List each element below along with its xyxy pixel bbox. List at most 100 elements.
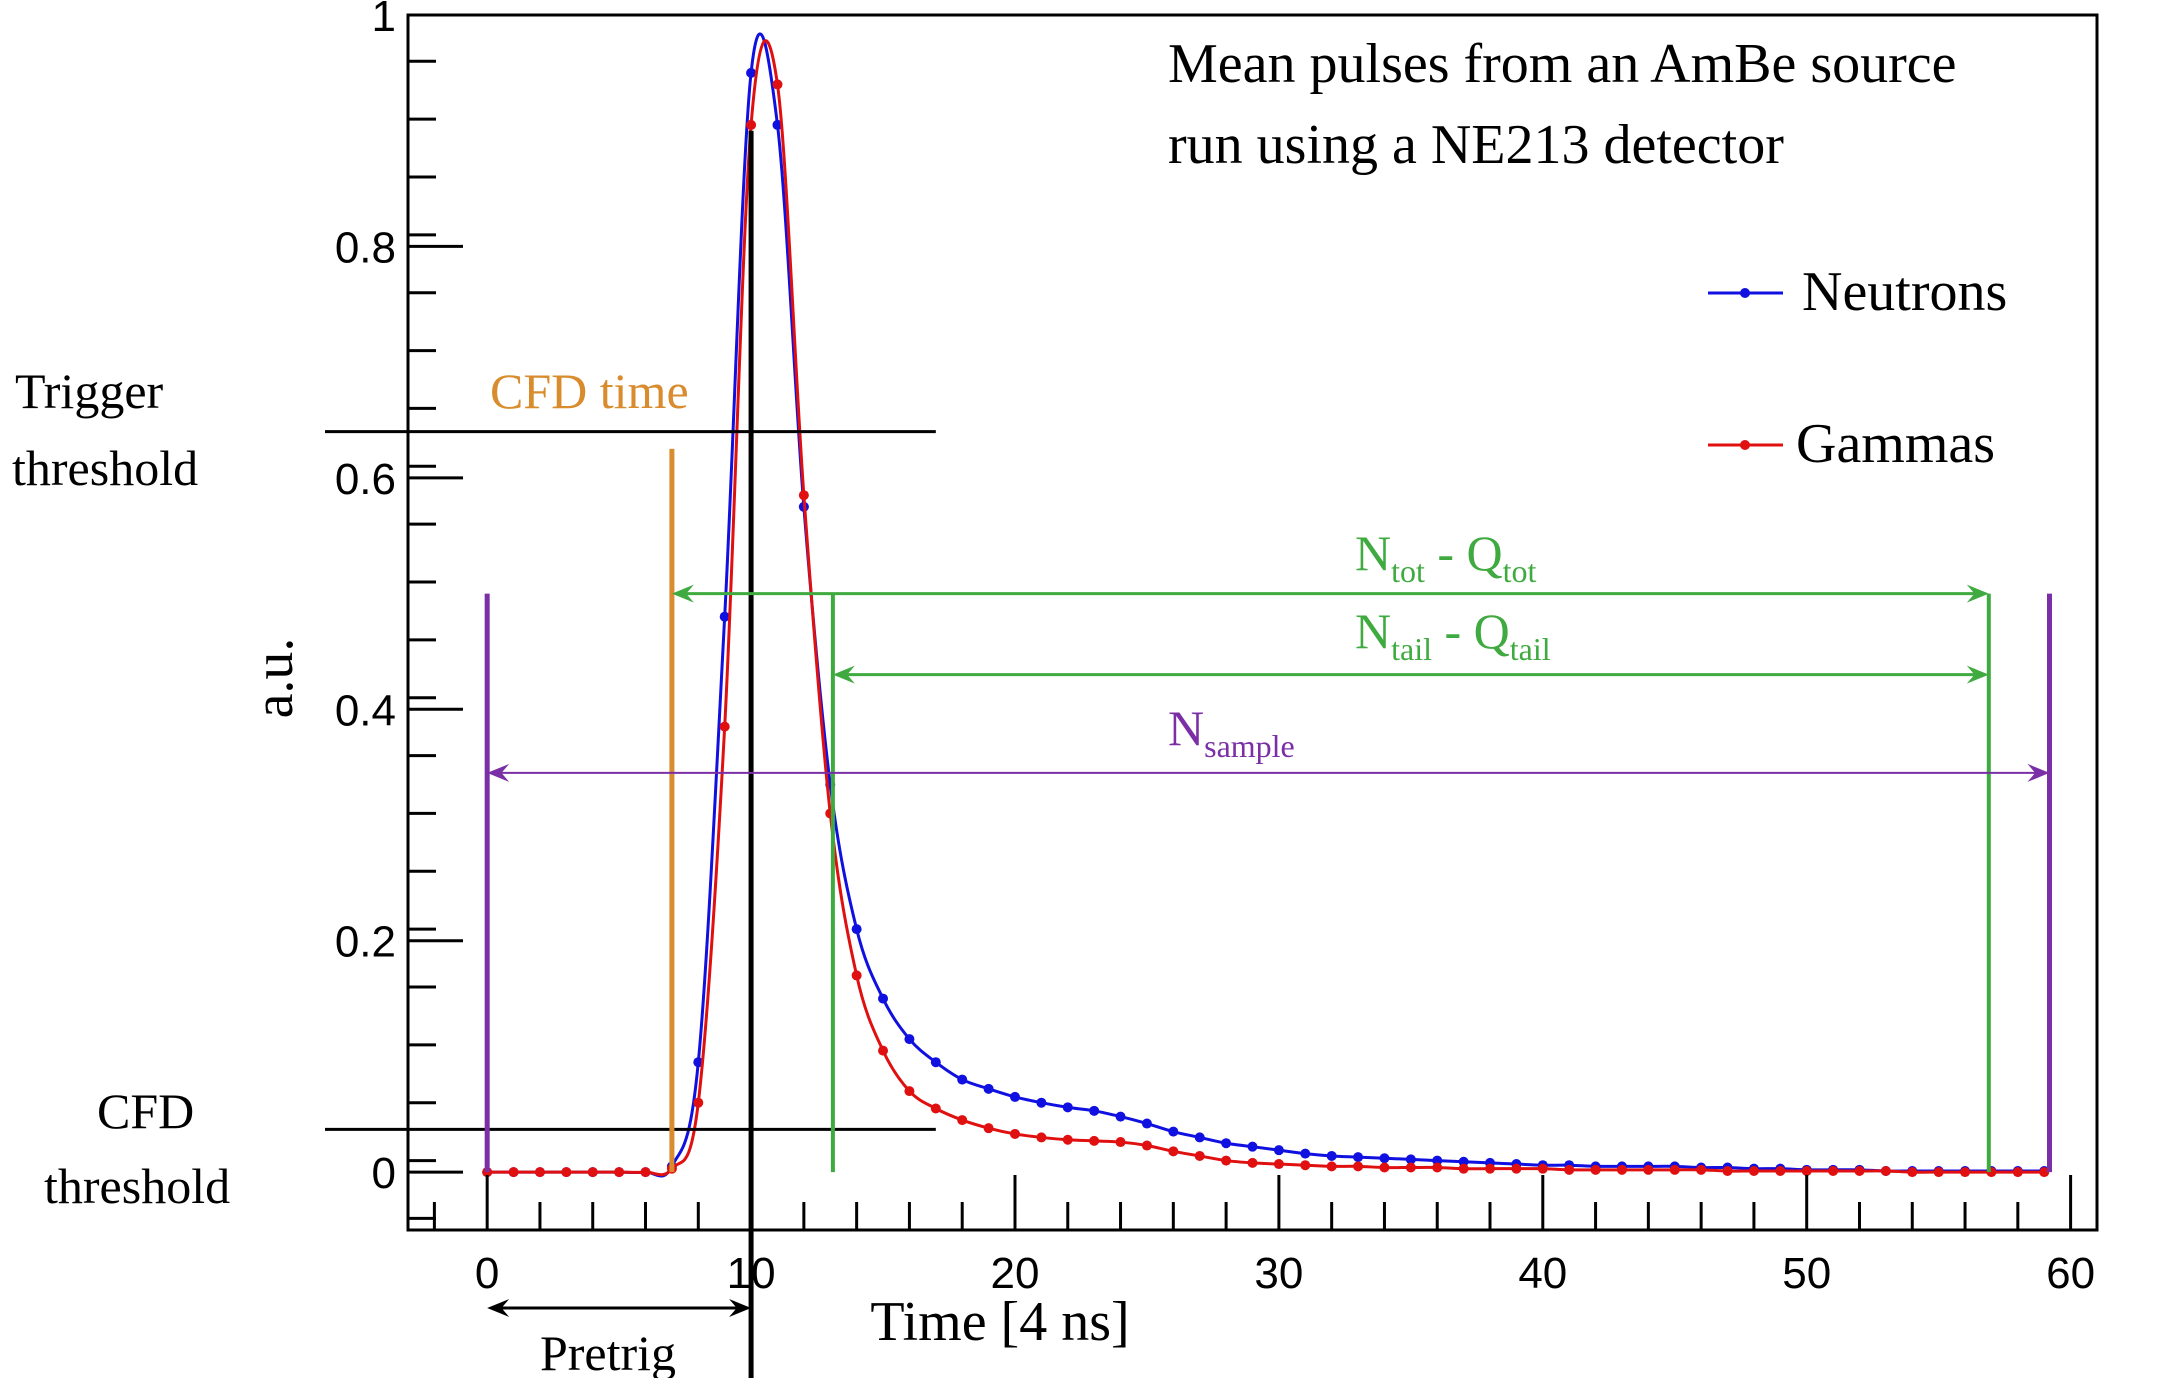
y-tick-label: 0.6 [335, 455, 396, 504]
gammas-point [798, 490, 809, 501]
neutrons-point [851, 924, 862, 935]
gammas-point [2039, 1167, 2050, 1178]
gammas-point [561, 1167, 572, 1178]
gammas-point [983, 1123, 994, 1134]
ntail-qtail-arrow-head-right [1966, 665, 1989, 684]
nsample-arrow-head-left [487, 763, 510, 782]
neutrons-point [904, 1034, 915, 1045]
gammas-point [1537, 1163, 1548, 1174]
legend: Neutrons Gammas [1708, 261, 2007, 475]
gammas-point [1590, 1164, 1601, 1175]
y-tick-label: 0 [372, 1149, 396, 1198]
gammas-point [904, 1086, 915, 1097]
y-tick-label: 1 [372, 0, 396, 41]
nsample-arrow-head-right [2027, 763, 2050, 782]
neutrons-point [1353, 1152, 1364, 1163]
neutrons-point [719, 611, 730, 622]
neutrons-point [1009, 1091, 1020, 1102]
gammas-point [1669, 1164, 1680, 1175]
gammas-point [746, 119, 757, 130]
neutrons-point [1405, 1154, 1416, 1165]
pretrig-label: Pretrig [540, 1325, 676, 1378]
neutrons-point [1300, 1148, 1311, 1159]
nsample-arrow [487, 763, 2050, 782]
gammas-point [1696, 1164, 1707, 1175]
gammas-point [930, 1103, 941, 1114]
neutrons-point [983, 1083, 994, 1094]
chart-title-line-2: run using a NE213 detector [1168, 114, 1784, 176]
cfd-threshold-label-line-1: CFD [97, 1083, 194, 1139]
ticks-layer: 00.20.40.60.810 10 20 30 40 50 60 [335, 0, 2095, 1298]
x-tick-label: 0 [475, 1249, 499, 1298]
x-tick-label: 30 [1254, 1249, 1303, 1298]
trigger-threshold-label-line-2: threshold [12, 440, 198, 496]
gammas-point [1643, 1164, 1654, 1175]
neutrons-point [1141, 1118, 1152, 1129]
gammas-point [1273, 1159, 1284, 1170]
gammas-point [878, 1045, 889, 1056]
ntail-qtail-arrow-head-left [832, 665, 855, 684]
gammas-point [1168, 1146, 1179, 1157]
pretrig-arrow-head-right [729, 1299, 752, 1317]
legend-neutrons-label: Neutrons [1802, 261, 2007, 323]
neutrons-point [1194, 1132, 1205, 1143]
ntot-qtot-arrow-head-right [1966, 584, 1989, 603]
neutrons-point [1168, 1126, 1179, 1137]
gammas-point [1194, 1150, 1205, 1161]
x-tick-label: 20 [991, 1249, 1040, 1298]
y-tick-label: 0.4 [335, 686, 396, 735]
y-axis-label: a.u. [243, 638, 305, 719]
neutrons-point [1036, 1097, 1047, 1108]
gammas-point [1379, 1162, 1390, 1173]
gammas-point [772, 79, 783, 90]
annotation-layer [325, 130, 2052, 1378]
gammas-point [1326, 1161, 1337, 1172]
gammas-point [640, 1167, 651, 1178]
gammas-point [1960, 1167, 1971, 1178]
gammas-point [1247, 1157, 1258, 1168]
pretrig-arrow-head-left [487, 1299, 510, 1317]
x-axis-label: Time [4 ns] [870, 1291, 1129, 1353]
ntail-qtail-label: Ntail - Qtail [1355, 603, 1551, 667]
y-tick-label: 0.8 [335, 223, 396, 272]
gammas-point [1722, 1165, 1733, 1176]
x-tick-label: 60 [2046, 1249, 2095, 1298]
gammas-point [1748, 1165, 1759, 1176]
gammas-point [534, 1167, 545, 1178]
gammas-point [614, 1167, 625, 1178]
gammas-point [1511, 1163, 1522, 1174]
gammas-point [508, 1167, 519, 1178]
axes-layer [406, 13, 2099, 1232]
neutrons-point [1273, 1145, 1284, 1156]
neutrons-point [878, 993, 889, 1004]
gammas-point [1353, 1161, 1364, 1172]
trigger-threshold-label-line-1: Trigger [15, 363, 164, 419]
gammas-point [1009, 1128, 1020, 1139]
neutrons-point [1458, 1156, 1469, 1167]
cfd-threshold-label-line-2: threshold [44, 1158, 230, 1214]
gammas-point [1907, 1167, 1918, 1178]
neutrons-point [930, 1057, 941, 1068]
chart-title-line-1: Mean pulses from an AmBe source [1168, 33, 1956, 95]
series-layer [482, 32, 2050, 1178]
gammas-point [957, 1115, 968, 1126]
gammas-line [487, 39, 2045, 1177]
gammas-point [1485, 1163, 1496, 1174]
gammas-point [1458, 1163, 1469, 1174]
gammas-point [1775, 1165, 1786, 1176]
gammas-point [719, 721, 730, 732]
gammas-point [1828, 1165, 1839, 1176]
gammas-point [1036, 1132, 1047, 1143]
gammas-point [1300, 1160, 1311, 1171]
legend-gammas-label: Gammas [1796, 413, 1995, 475]
y-tick-label: 0.2 [335, 918, 396, 967]
cfd-time-label: CFD time [490, 363, 689, 419]
gammas-point [1141, 1140, 1152, 1151]
gammas-point [1221, 1155, 1232, 1166]
gammas-point [1432, 1162, 1443, 1173]
gammas-point [2012, 1167, 2023, 1178]
x-tick-label: 50 [1782, 1249, 1831, 1298]
x-tick-label: 40 [1518, 1249, 1567, 1298]
ntot-qtot-arrow [671, 584, 1989, 603]
